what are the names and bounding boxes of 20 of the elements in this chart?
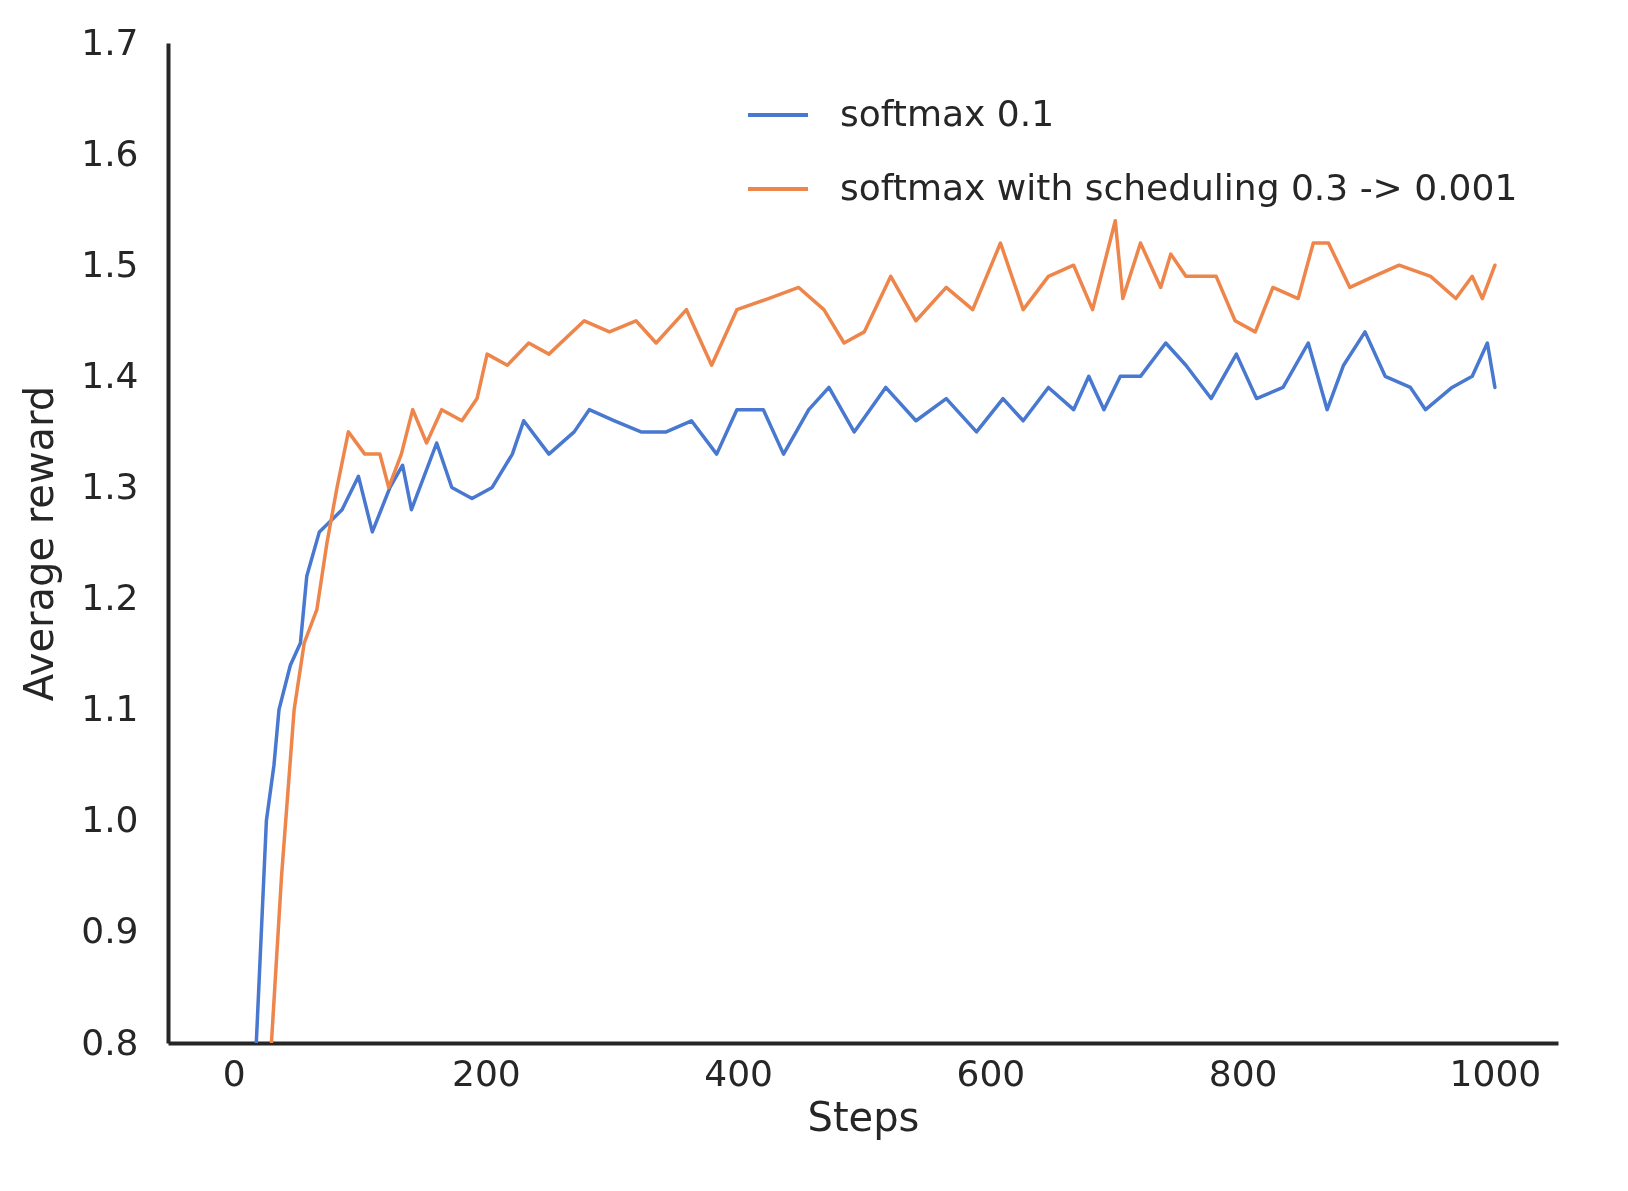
x-tick-label: 1000 bbox=[1449, 1052, 1542, 1094]
y-tick-label: 1.5 bbox=[81, 243, 139, 285]
y-tick-label: 1.2 bbox=[81, 577, 139, 619]
x-axis-title: Steps bbox=[807, 1093, 920, 1140]
x-tick-label: 200 bbox=[452, 1052, 521, 1094]
legend-label: softmax with scheduling 0.3 -> 0.001 bbox=[840, 167, 1518, 208]
y-tick-label: 1.4 bbox=[81, 354, 139, 396]
y-tick-label: 1.6 bbox=[81, 132, 139, 174]
y-tick-label: 0.8 bbox=[81, 1021, 139, 1063]
y-tick-label: 1.1 bbox=[81, 688, 139, 730]
y-tick-label: 1.3 bbox=[81, 465, 139, 507]
y-tick-label: 1.7 bbox=[81, 21, 139, 63]
x-tick-label: 0 bbox=[222, 1052, 246, 1094]
y-tick-label: 0.9 bbox=[81, 910, 139, 952]
legend-label: softmax 0.1 bbox=[840, 93, 1055, 134]
y-axis-title: Average reward bbox=[16, 385, 63, 702]
y-tick-label: 1.0 bbox=[81, 799, 139, 841]
x-tick-label: 600 bbox=[956, 1052, 1026, 1094]
x-tick-label: 800 bbox=[1208, 1052, 1278, 1094]
x-tick-label: 400 bbox=[704, 1052, 773, 1094]
